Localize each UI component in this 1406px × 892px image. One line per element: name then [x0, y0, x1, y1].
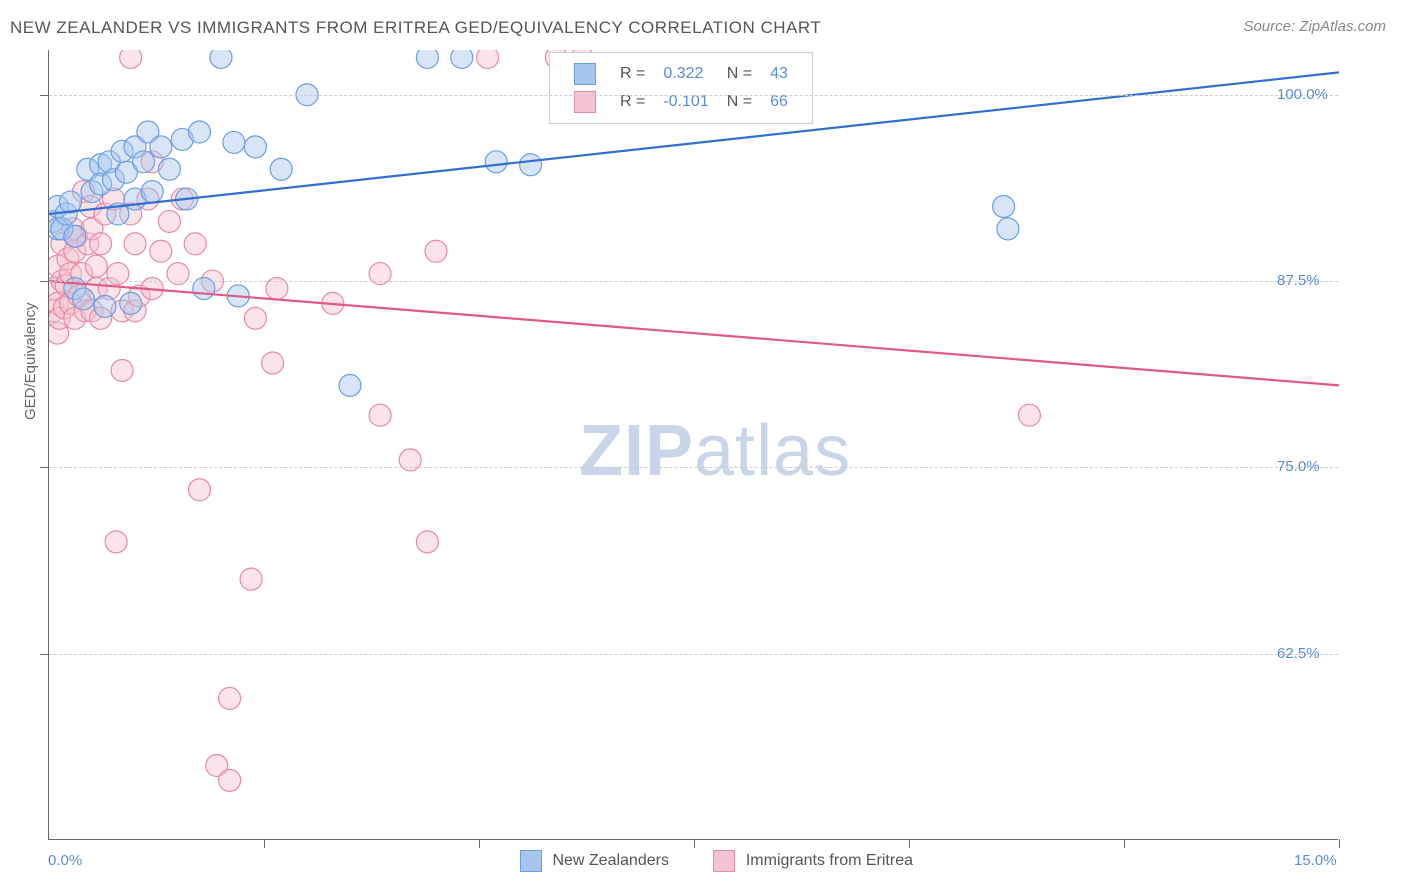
legend-item-series2: Immigrants from Eritrea — [713, 850, 913, 872]
data-point — [219, 687, 241, 709]
x-tick-label: 0.0% — [48, 852, 82, 869]
data-point — [141, 181, 163, 203]
gridline-h — [49, 654, 1338, 655]
trend-line — [49, 281, 1339, 385]
swatch-series1-bottom — [520, 850, 542, 872]
data-point — [477, 50, 499, 68]
data-point — [64, 225, 86, 247]
gridline-h — [49, 281, 1338, 282]
data-point — [150, 240, 172, 262]
data-point — [485, 151, 507, 173]
series-legend: New Zealanders Immigrants from Eritrea — [520, 850, 953, 872]
r-value-series2: -0.101 — [655, 89, 716, 115]
source-label: Source: ZipAtlas.com — [1243, 18, 1386, 35]
data-point — [520, 154, 542, 176]
data-point — [120, 50, 142, 68]
data-point — [416, 50, 438, 68]
data-point — [997, 218, 1019, 240]
legend-label-series1: New Zealanders — [552, 852, 669, 869]
data-point — [158, 210, 180, 232]
r-value-series1: 0.322 — [655, 61, 716, 87]
data-point — [85, 255, 107, 277]
r-label: R = — [612, 61, 653, 87]
data-point — [158, 158, 180, 180]
data-point — [270, 158, 292, 180]
chart-svg — [49, 50, 1339, 840]
data-point — [223, 131, 245, 153]
plot-area: ZIPatlas R = 0.322 N = 43 R = -0.101 N =… — [48, 50, 1338, 840]
data-point — [240, 568, 262, 590]
n-value-series1: 43 — [762, 61, 796, 87]
r-label: R = — [612, 89, 653, 115]
data-point — [105, 531, 127, 553]
data-point — [244, 136, 266, 158]
n-label: N = — [719, 61, 760, 87]
data-point — [189, 121, 211, 143]
data-point — [150, 136, 172, 158]
data-point — [339, 374, 361, 396]
gridline-h — [49, 467, 1338, 468]
legend-label-series2: Immigrants from Eritrea — [746, 852, 913, 869]
data-point — [416, 531, 438, 553]
chart-container: NEW ZEALANDER VS IMMIGRANTS FROM ERITREA… — [0, 0, 1406, 892]
gridline-h — [49, 95, 1338, 96]
data-point — [451, 50, 473, 68]
data-point — [210, 50, 232, 68]
correlation-legend: R = 0.322 N = 43 R = -0.101 N = 66 — [549, 52, 813, 124]
data-point — [244, 307, 266, 329]
data-point — [94, 295, 116, 317]
data-point — [993, 196, 1015, 218]
data-point — [1018, 404, 1040, 426]
legend-row-series1: R = 0.322 N = 43 — [566, 61, 796, 87]
n-label: N = — [719, 89, 760, 115]
data-point — [262, 352, 284, 374]
legend-item-series1: New Zealanders — [520, 850, 669, 872]
data-point — [184, 233, 206, 255]
x-tick-label: 15.0% — [1294, 852, 1337, 869]
data-point — [124, 233, 146, 255]
data-point — [133, 151, 155, 173]
data-point — [90, 233, 112, 255]
data-point — [111, 359, 133, 381]
y-axis-label: GED/Equivalency — [22, 302, 39, 420]
data-point — [72, 288, 94, 310]
swatch-series2-bottom — [713, 850, 735, 872]
data-point — [425, 240, 447, 262]
swatch-series1 — [574, 63, 596, 85]
data-point — [120, 292, 142, 314]
n-value-series2: 66 — [762, 89, 796, 115]
legend-row-series2: R = -0.101 N = 66 — [566, 89, 796, 115]
chart-title: NEW ZEALANDER VS IMMIGRANTS FROM ERITREA… — [10, 18, 821, 38]
data-point — [369, 404, 391, 426]
data-point — [189, 479, 211, 501]
data-point — [219, 769, 241, 791]
